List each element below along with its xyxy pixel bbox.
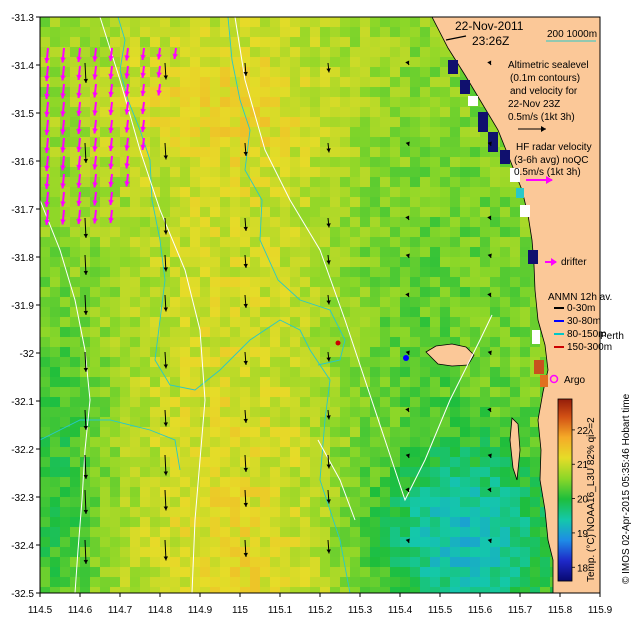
x-tick-label: 114.5 — [28, 605, 53, 616]
altimetry-legend-arrow-icon — [518, 126, 546, 132]
x-tick-label: 115 — [232, 605, 248, 616]
drifter-legend-label: drifter — [561, 257, 587, 268]
sealevel-contour-2 — [99, 17, 206, 593]
x-tick-label: 115.2 — [308, 605, 333, 616]
y-tick-label: -31.4 — [11, 61, 34, 72]
header-time: 23:26Z — [472, 34, 509, 48]
y-tick-label: -31.6 — [11, 157, 34, 168]
header-date: 22-Nov-2011 — [455, 19, 524, 33]
y-tick-label: -31.8 — [11, 253, 34, 264]
anmn-legend-label: 80-150m — [567, 329, 606, 340]
altimetry-legend-line-1: Altimetric sealevel — [508, 60, 589, 71]
x-tick-label: 114.7 — [108, 605, 133, 616]
x-tick-label: 114.6 — [68, 605, 93, 616]
altimetry-legend-line-3: and velocity for — [510, 86, 578, 97]
altimetry-legend-scale: 0.5m/s (1kt 3h) — [508, 112, 575, 123]
sealevel-contour-4 — [317, 439, 356, 521]
credit-text: © IMOS 02-Apr-2015 05:35:46 Hobart time — [621, 393, 632, 584]
contour-deep — [40, 419, 181, 471]
anmn-legend-label: 150-300m — [567, 342, 612, 353]
colorbar-tick-label: 21 — [577, 460, 589, 471]
y-tick-label: -32.3 — [11, 493, 34, 504]
x-tick-label: 115.9 — [588, 605, 613, 616]
x-tick-label: 115.7 — [508, 605, 533, 616]
x-tick-label: 115.3 — [348, 605, 373, 616]
x-tick-label: 115.1 — [268, 605, 293, 616]
mooring-marker-red — [335, 340, 341, 346]
bathymetry-contours — [40, 17, 351, 593]
depth-scale-label: 200 1000m — [547, 29, 597, 40]
y-tick-label: -32 — [20, 349, 35, 360]
sealevel-contour-1 — [40, 199, 91, 593]
anmn-legend-label: 0-30m — [567, 303, 595, 314]
altimetry-legend-line-2: (0.1m contours) — [510, 73, 580, 84]
anmn-legend-items: 0-30m 30-80m 80-150m 150-300m — [554, 303, 612, 353]
altimetry-legend-line-4: 22-Nov 23Z — [508, 99, 560, 110]
sealevel-contours — [40, 17, 493, 593]
hf-legend-arrow-icon — [526, 176, 553, 184]
y-tick-label: -32.4 — [11, 541, 34, 552]
y-tick-label: -32.2 — [11, 445, 34, 456]
temperature-colorbar: 18 19 20 21 22 — [557, 398, 589, 582]
colorbar-tick-label: 22 — [577, 426, 589, 437]
colorbar-tick-label: 18 — [577, 563, 589, 574]
place-label: Perth — [600, 331, 624, 342]
contour-200m — [117, 17, 351, 593]
contour-1000m — [227, 17, 346, 366]
altimetry-velocity-arrows — [83, 60, 492, 565]
header-arrow-icon — [445, 35, 467, 41]
anmn-legend-title: ANMN 12h av. — [548, 292, 612, 303]
island-rottnest — [425, 343, 475, 367]
argo-legend-icon — [549, 374, 559, 384]
y-axis: -31.3 -31.4 -31.5 -31.6 -31.7 -31.8 -31.9 -32 -3… — [11, 13, 40, 600]
colorbar-title: Temp. (°C) NOAA16_L3U 82% qi>=2 — [586, 417, 597, 582]
argo-legend-label: Argo — [564, 375, 586, 386]
mooring-markers — [335, 340, 409, 361]
x-tick-label: 115.4 — [388, 605, 413, 616]
y-tick-label: -31.9 — [11, 301, 34, 312]
x-axis: 114.5 114.6 114.7 114.8 114.9 115 115.1 115.2 11… — [28, 593, 613, 616]
hf-legend-scale: 0.5m/s (1kt 3h) — [514, 167, 581, 178]
y-tick-label: -31.5 — [11, 109, 34, 120]
anmn-legend-label: 30-80m — [567, 316, 601, 327]
island-garden — [509, 417, 521, 481]
y-tick-label: -31.7 — [11, 205, 34, 216]
hf-legend-line-1: HF radar velocity — [516, 142, 592, 153]
sealevel-contour-3 — [234, 17, 493, 502]
colorbar-tick-label: 19 — [577, 529, 589, 540]
coastal-pixels — [448, 60, 548, 387]
y-tick-label: -32.5 — [11, 589, 34, 600]
mooring-marker-blue — [403, 355, 409, 361]
x-tick-label: 115.8 — [548, 605, 573, 616]
x-tick-label: 115.5 — [428, 605, 453, 616]
hf-legend-line-2: (3-6h avg) noQC — [514, 155, 588, 166]
y-tick-label: -31.3 — [11, 13, 34, 24]
y-tick-label: -32.1 — [11, 397, 34, 408]
x-tick-label: 114.9 — [188, 605, 213, 616]
x-tick-label: 115.6 — [468, 605, 493, 616]
x-tick-label: 114.8 — [148, 605, 173, 616]
drifter-legend-arrow-icon — [545, 258, 557, 266]
hf-radar-velocity-arrows — [44, 47, 178, 226]
colorbar-tick-label: 20 — [577, 495, 589, 506]
